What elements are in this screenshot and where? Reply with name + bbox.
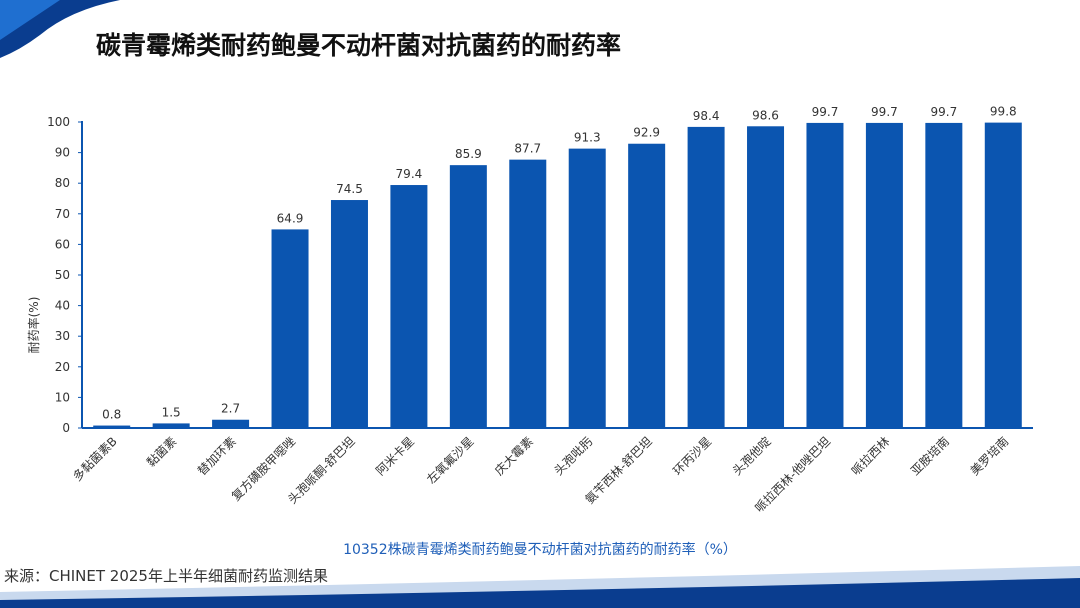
bar-9 — [568, 148, 606, 428]
data-label: 99.7 — [930, 105, 957, 119]
y-tick-label: 90 — [55, 146, 70, 160]
bar-2 — [152, 423, 190, 428]
bar-6 — [390, 185, 428, 428]
source-note: 来源：CHINET 2025年上半年细菌耐药监测结果 — [4, 567, 328, 585]
category-label: 替加环素 — [195, 434, 239, 478]
bar-16 — [984, 122, 1022, 428]
data-label: 98.4 — [693, 109, 720, 123]
y-tick-label: 80 — [55, 176, 70, 190]
bar-3 — [212, 419, 250, 428]
bottom-band-decoration — [0, 566, 1080, 608]
bar-10 — [628, 143, 666, 428]
y-tick-label: 60 — [55, 237, 70, 251]
chart-caption: 10352株碳青霉烯类耐药鲍曼不动杆菌对抗菌药的耐药率（%） — [343, 542, 737, 558]
bar-7 — [449, 165, 487, 428]
page-title: 碳青霉烯类耐药鲍曼不动杆菌对抗菌药的耐药率 — [96, 31, 622, 60]
data-label: 99.8 — [990, 105, 1017, 119]
y-tick-label: 30 — [55, 329, 70, 343]
category-label: 阿米卡星 — [373, 434, 417, 478]
data-label: 98.6 — [752, 108, 779, 122]
bar-14 — [865, 122, 903, 428]
category-label: 庆大霉素 — [492, 434, 536, 478]
data-label: 92.9 — [633, 126, 660, 140]
category-label: 黏菌素 — [144, 434, 179, 469]
y-tick-label: 20 — [55, 360, 70, 374]
y-tick-label: 0 — [62, 421, 70, 435]
corner-decoration — [0, 0, 120, 58]
y-tick-label: 70 — [55, 207, 70, 221]
y-tick-label: 10 — [55, 390, 70, 404]
y-tick-label: 40 — [55, 299, 70, 313]
y-tick-label: 100 — [47, 115, 70, 129]
data-label: 99.7 — [871, 105, 898, 119]
data-label: 99.7 — [812, 105, 839, 119]
category-label: 亚胺培南 — [907, 434, 952, 479]
category-label: 头孢他啶 — [730, 434, 774, 478]
bar-1 — [93, 425, 131, 428]
category-label: 头孢吡肟 — [551, 434, 595, 478]
data-label: 2.7 — [221, 402, 240, 416]
category-label: 美罗培南 — [967, 434, 1012, 479]
bar-chart: 0 10 20 30 40 50 60 70 80 90 100 耐药率(%) 0.8 多黏菌素B 1.5 黏… — [26, 105, 1033, 515]
bar-4 — [271, 229, 309, 428]
category-label: 多黏菌素B — [70, 434, 120, 484]
category-label: 左氧氟沙星 — [423, 434, 476, 487]
bar-13 — [806, 122, 844, 428]
y-axis-title: 耐药率(%) — [26, 297, 41, 354]
data-label: 87.7 — [514, 142, 541, 156]
bar-15 — [925, 122, 963, 428]
bar-8 — [509, 159, 547, 428]
category-label: 环丙沙星 — [670, 434, 714, 478]
data-label: 1.5 — [162, 405, 181, 419]
bar-11 — [687, 126, 725, 428]
data-label: 79.4 — [396, 167, 423, 181]
data-label: 85.9 — [455, 147, 482, 161]
data-label: 74.5 — [336, 182, 363, 196]
data-label: 91.3 — [574, 131, 601, 145]
bar-12 — [747, 126, 785, 428]
bar-5 — [330, 200, 368, 428]
data-label: 0.8 — [102, 408, 121, 422]
category-label: 哌拉西林 — [848, 434, 893, 479]
y-tick-label: 50 — [55, 268, 70, 282]
data-label: 64.9 — [277, 211, 304, 225]
